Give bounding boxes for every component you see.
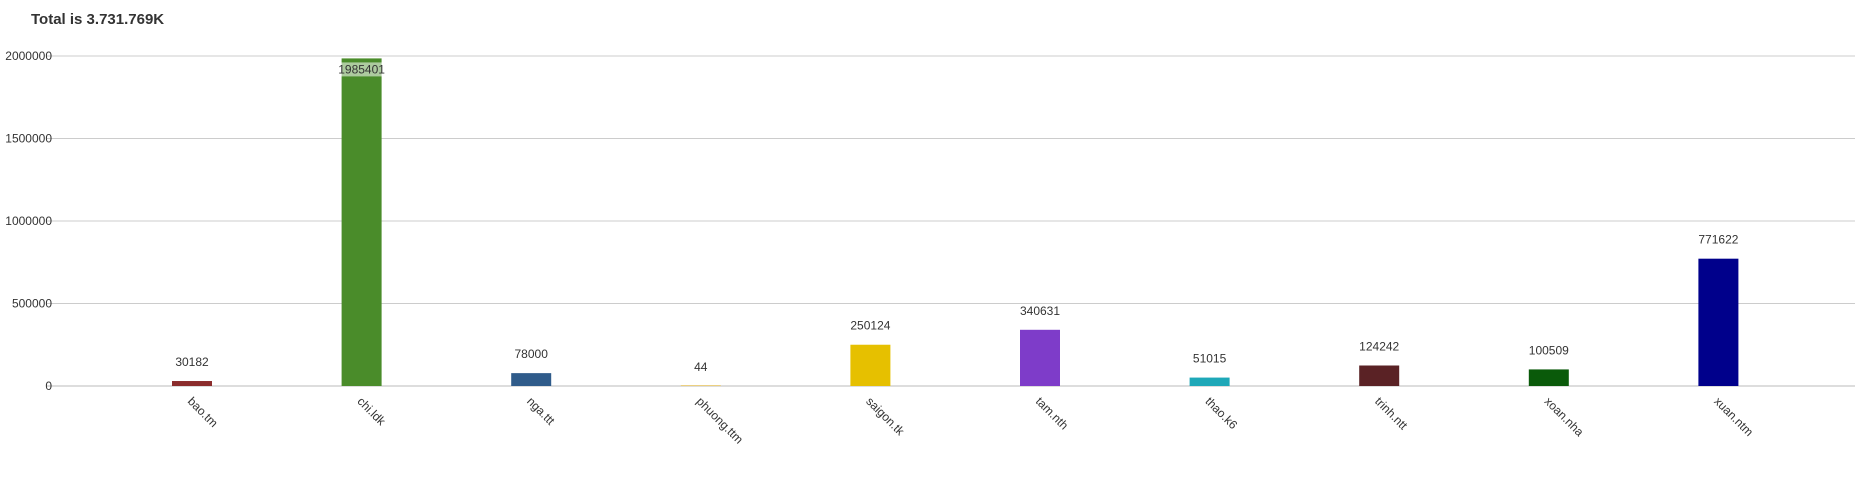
bar-xoan.nha[interactable] <box>1528 369 1569 386</box>
y-tick-label: 1000000 <box>5 214 52 228</box>
data-labels: 30182 1985401 78000 44 250124 340631 51015 1242… <box>175 62 1739 374</box>
chart-title: Total is 3.731.769K <box>31 11 165 28</box>
data-label-bg <box>340 62 383 77</box>
data-label: 340631 <box>1020 304 1060 318</box>
x-tick-label: xuan.ntm <box>1711 394 1756 439</box>
data-label: 30182 <box>175 355 209 369</box>
data-label: 250124 <box>850 319 890 333</box>
x-tick-label: trinh.ntt <box>1372 394 1411 433</box>
data-label: 78000 <box>515 347 549 361</box>
data-label: 1985401 <box>338 62 385 76</box>
bar-chi.ldk[interactable] <box>341 58 382 386</box>
x-axis-ticks: bao.tm chi.ldk nga.ttt phuong.ttm saigon.tk t… <box>185 394 1756 446</box>
data-label: 100509 <box>1529 343 1569 357</box>
x-tick-label: tam.nth <box>1033 394 1071 432</box>
x-tick-label: xoan.nha <box>1542 394 1587 439</box>
bar-tam.nth[interactable] <box>1020 329 1060 386</box>
y-tick-label: 0 <box>45 379 52 393</box>
bar-bao.tm[interactable] <box>172 381 212 386</box>
bar-thao.k6[interactable] <box>1189 377 1230 386</box>
data-label: 51015 <box>1193 352 1227 366</box>
bars <box>172 58 1739 387</box>
data-label: 771622 <box>1698 233 1738 247</box>
x-tick-label: bao.tm <box>185 394 221 430</box>
bar-saigon.tk[interactable] <box>850 344 891 386</box>
bar-trinh.ntt[interactable] <box>1359 365 1400 386</box>
x-tick-label: phuong.ttm <box>694 394 746 446</box>
y-tick-label: 1500000 <box>5 132 52 146</box>
data-label: 44 <box>694 360 708 374</box>
y-tick-label: 500000 <box>12 297 52 311</box>
x-tick-label: chi.ldk <box>354 394 389 429</box>
bar-xuan.ntm[interactable] <box>1698 258 1739 386</box>
y-tick-label: 2000000 <box>5 49 52 63</box>
x-tick-label: saigon.tk <box>863 394 908 439</box>
y-axis-ticks: 0 500000 1000000 1500000 2000000 <box>5 49 52 393</box>
gridlines <box>47 55 1855 387</box>
x-tick-label: nga.ttt <box>524 394 558 428</box>
bar-nga.ttt[interactable] <box>511 373 552 386</box>
data-label: 124242 <box>1359 340 1399 354</box>
x-tick-label: thao.k6 <box>1202 394 1240 432</box>
bar-phuong.ttm[interactable] <box>680 385 721 387</box>
